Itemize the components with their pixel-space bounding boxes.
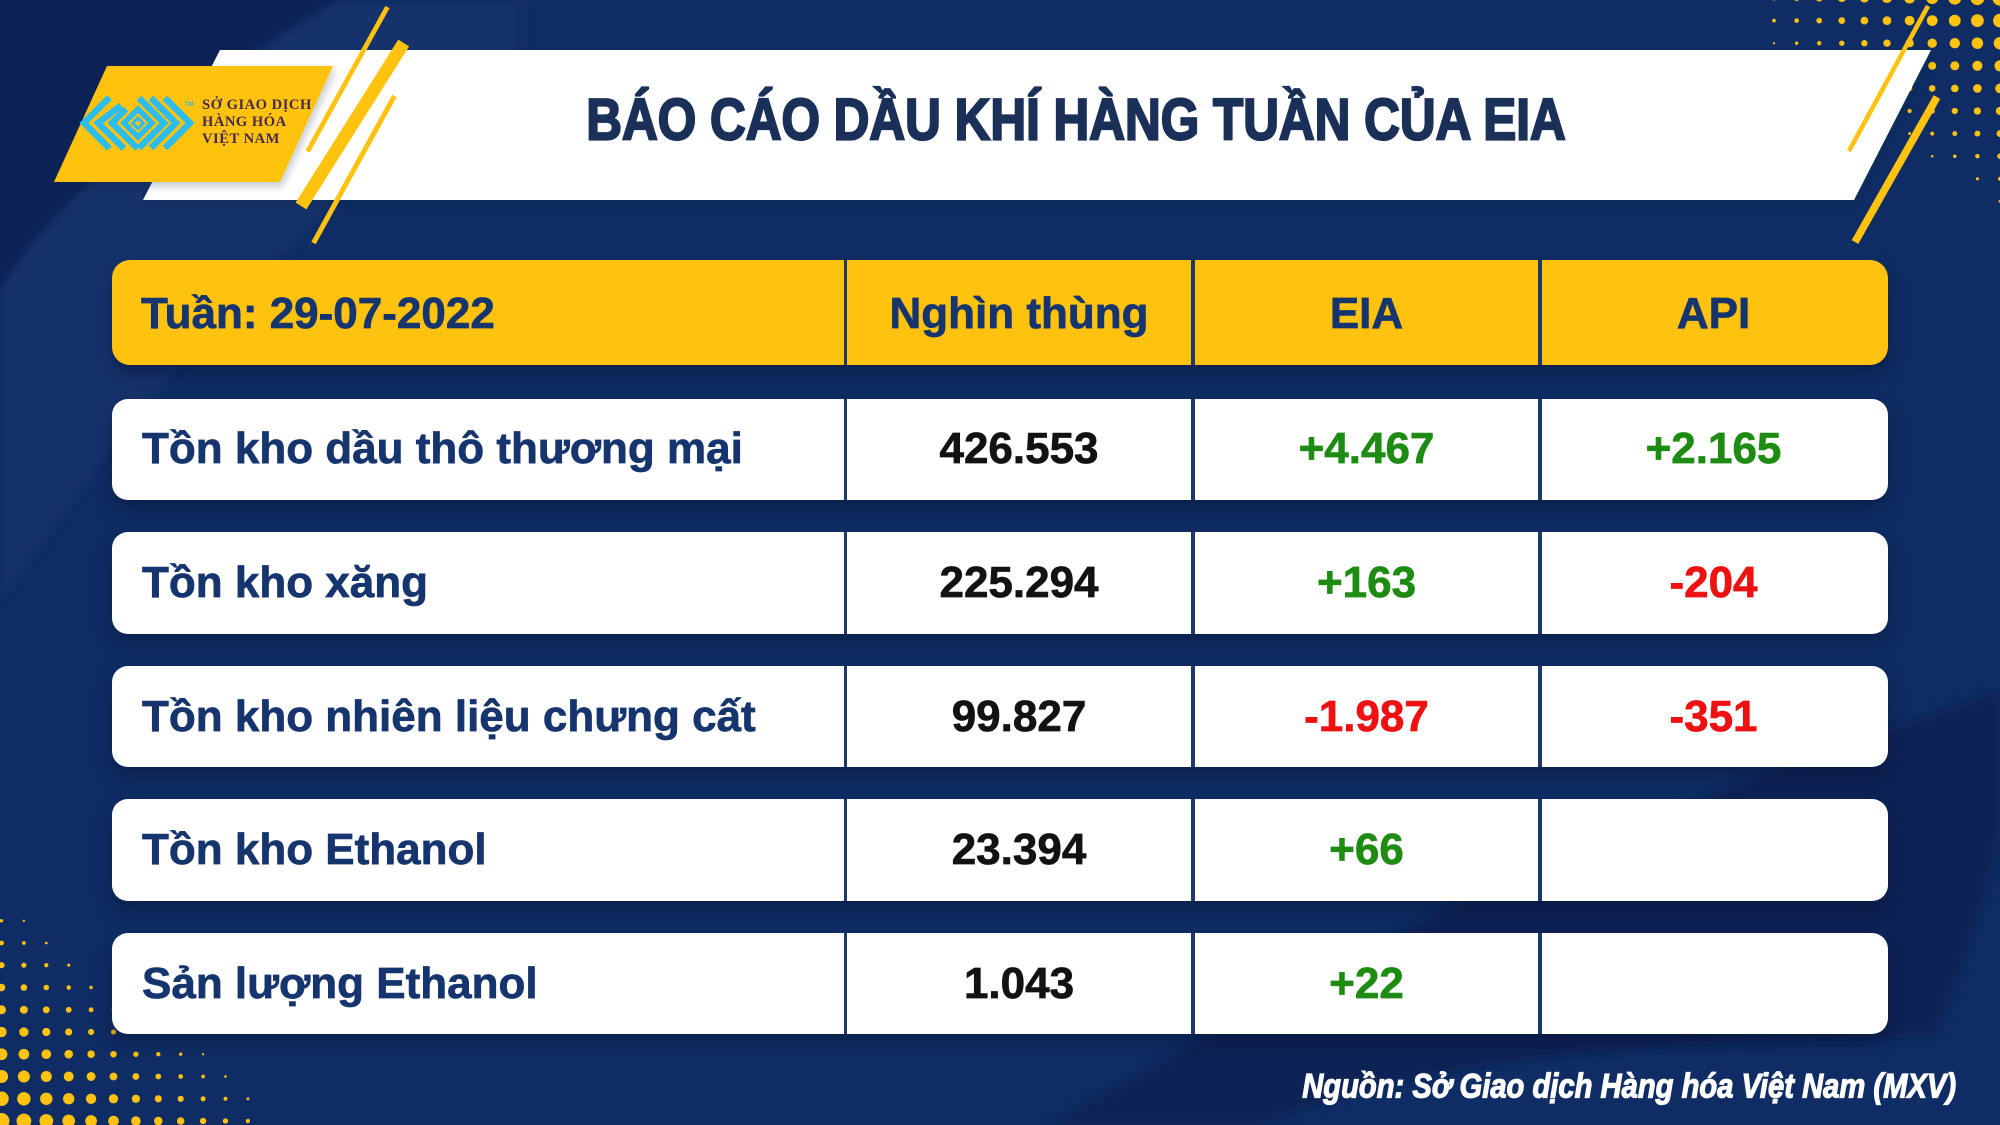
svg-text:TM: TM <box>185 101 194 108</box>
